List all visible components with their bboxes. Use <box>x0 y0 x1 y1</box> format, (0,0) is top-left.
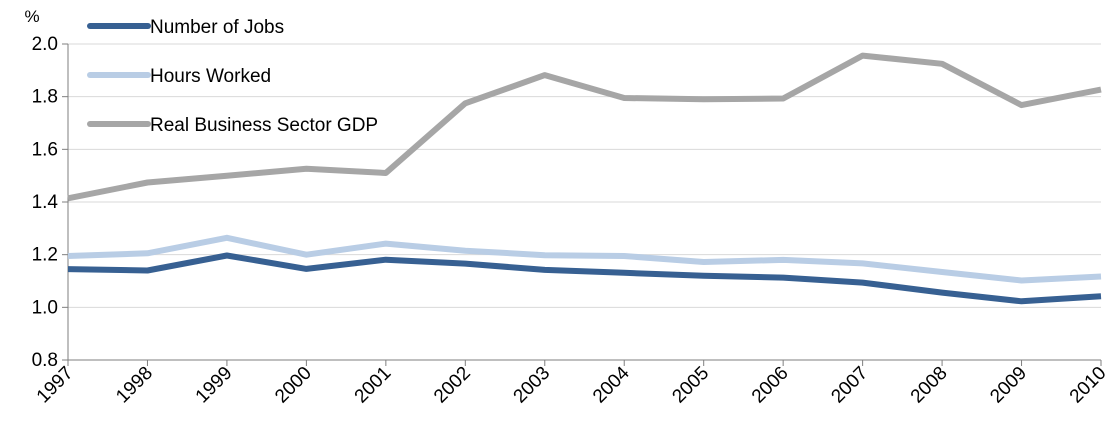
x-tick-label: 1999 <box>192 363 237 408</box>
y-tick-label: 2.0 <box>32 34 58 55</box>
y-tick-label: 1.8 <box>32 87 58 108</box>
x-tick-label: 2008 <box>907 363 952 408</box>
y-tick-label: 1.6 <box>32 139 58 160</box>
series-line-real-business-sector-gdp <box>67 52 1102 202</box>
x-tick-label: 2001 <box>351 363 396 408</box>
y-tick-label: 1.2 <box>32 245 58 266</box>
grid-layer <box>68 43 1101 361</box>
x-tick-label: 1998 <box>112 363 157 408</box>
x-tick-label: 2005 <box>668 363 713 408</box>
x-tick-label: 2007 <box>827 363 872 408</box>
x-tick-label: 2002 <box>430 363 475 408</box>
series-line-number-of-jobs <box>67 252 1102 305</box>
legend-label: Real Business Sector GDP <box>150 115 378 136</box>
series-line-hours-worked <box>67 234 1102 284</box>
y-axis-unit-label: % <box>24 7 39 26</box>
legend-label: Hours Worked <box>150 66 271 87</box>
x-tick-label: 2006 <box>748 363 793 408</box>
x-tick-label: 2009 <box>986 363 1031 408</box>
legend: Number of Jobs Hours Worked Real Business … <box>87 17 378 136</box>
x-tick-label: 2003 <box>510 363 555 408</box>
y-tick-label: 1.0 <box>32 297 58 318</box>
legend-label: Number of Jobs <box>150 17 284 38</box>
y-tick-label: 1.4 <box>32 192 59 213</box>
x-tick-label: 2010 <box>1066 363 1107 408</box>
y-tick-label: 0.8 <box>32 350 58 371</box>
series-layer <box>67 52 1102 305</box>
x-tick-label: 2004 <box>589 362 634 407</box>
x-tick-label: 2000 <box>271 363 316 408</box>
